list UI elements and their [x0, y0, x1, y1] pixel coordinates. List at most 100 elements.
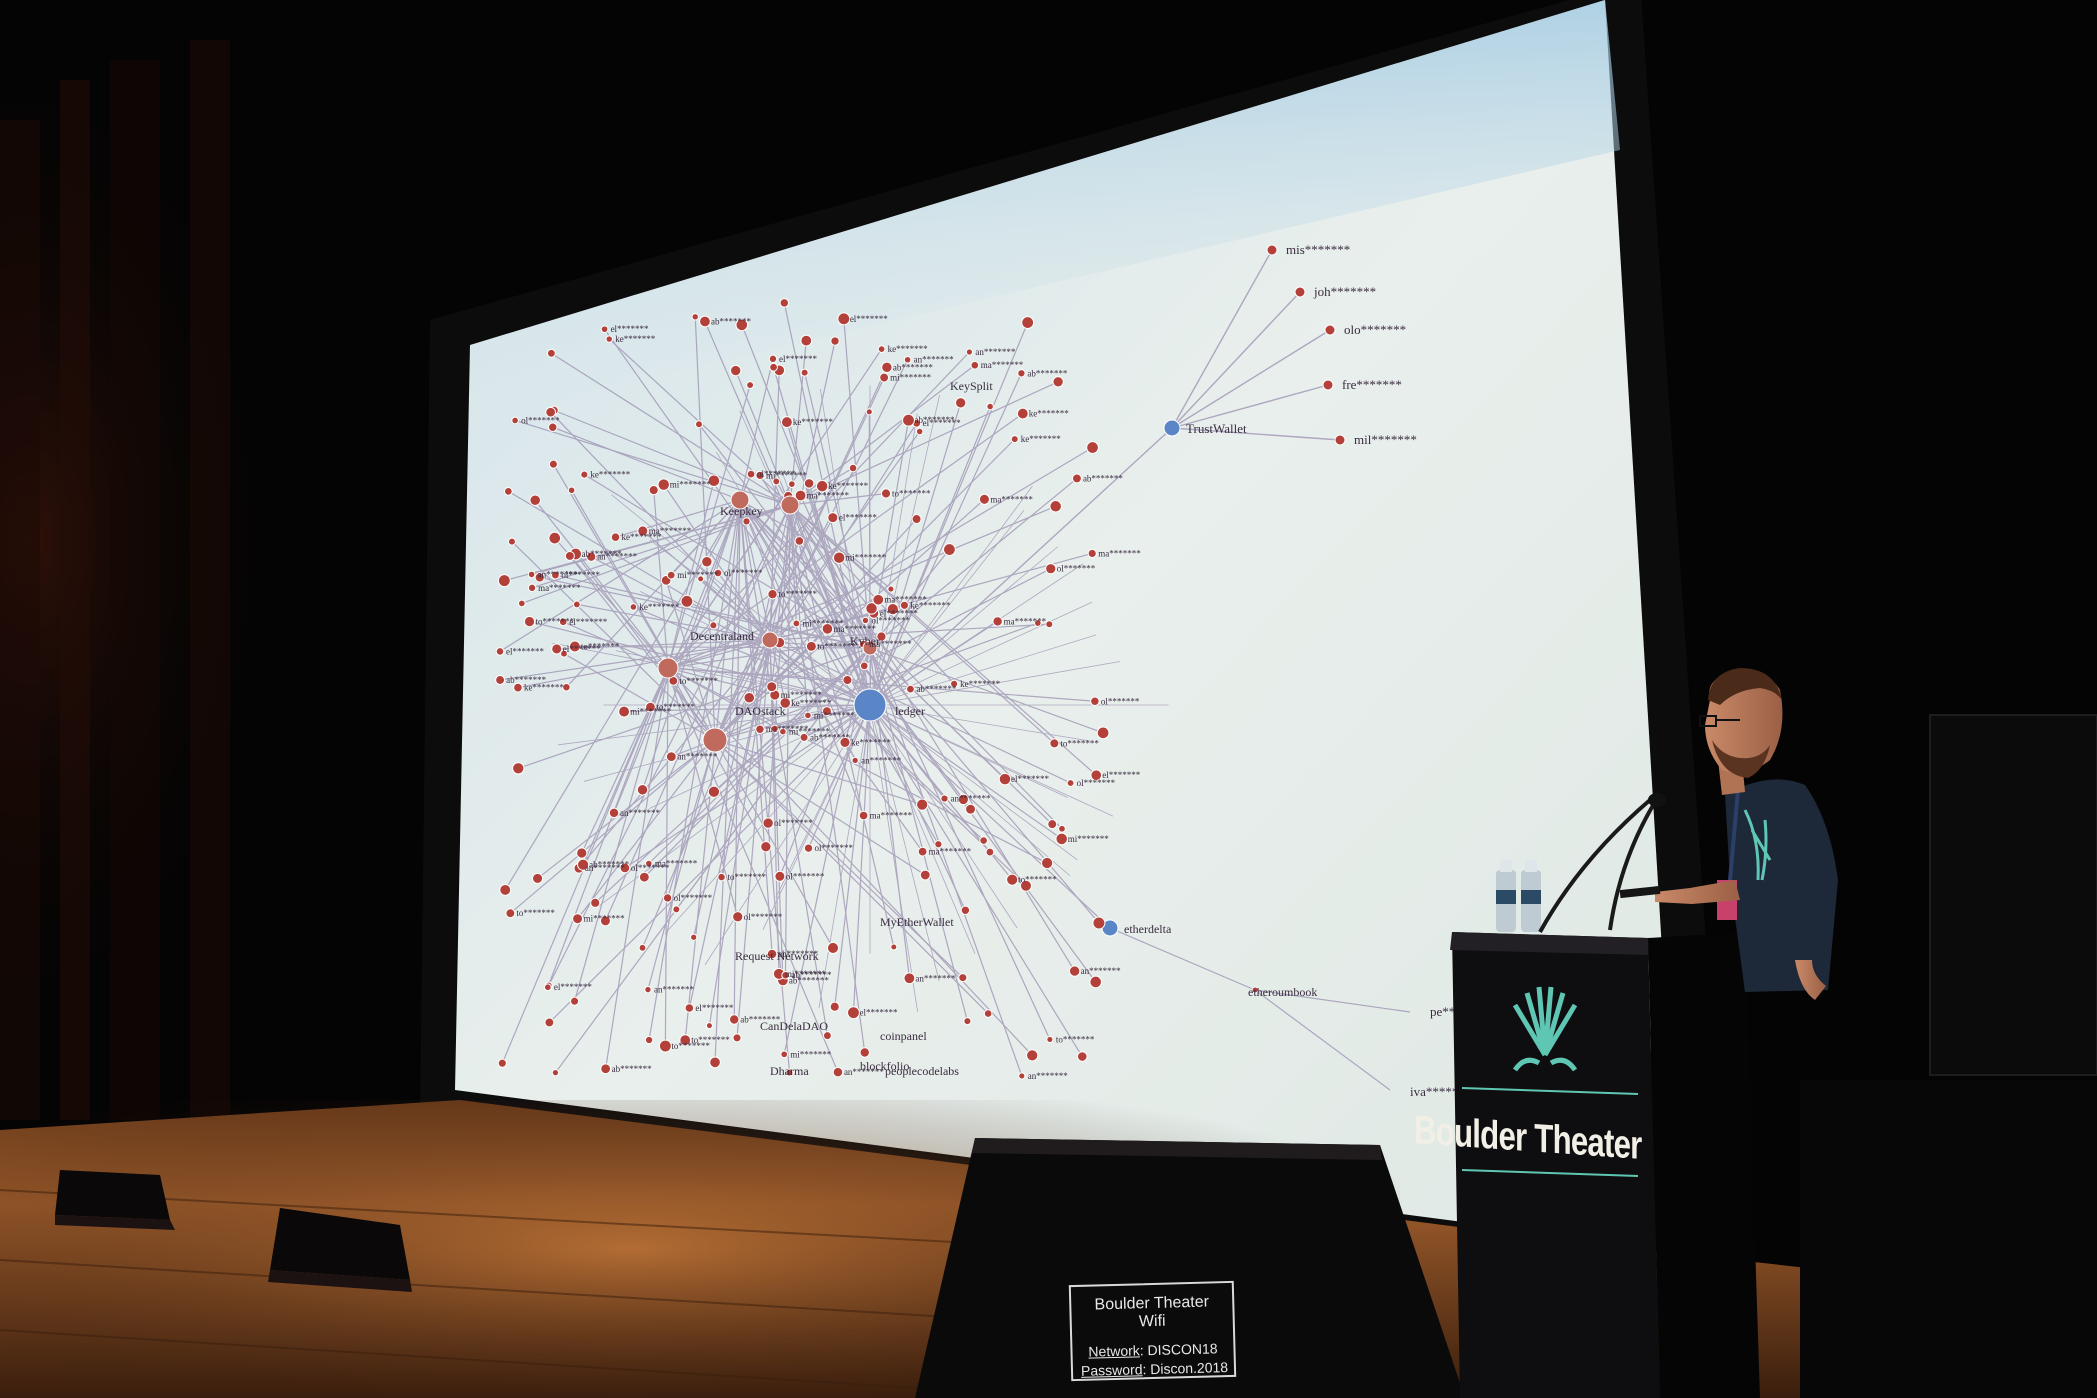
graph-node: [618, 705, 631, 718]
graph-node: [879, 372, 890, 383]
graph-node: [827, 512, 839, 524]
graph-edge: [590, 556, 871, 706]
graph-node: [1294, 286, 1306, 298]
graph-edge: [789, 504, 809, 716]
graph-edge: [739, 358, 774, 501]
hub-label: ledger: [895, 704, 925, 718]
hub-label: KeySplit: [950, 379, 993, 393]
graph-node: [523, 615, 536, 628]
graph-edge: [869, 485, 1033, 706]
graph-nodes: [495, 244, 1346, 1080]
graph-edge: [563, 653, 716, 741]
graph-node: [558, 617, 568, 627]
graph-node-label: el*******: [554, 982, 592, 992]
graph-node: [1090, 696, 1100, 707]
graph-hub-labels: mis******* joh******* olo******* fre*******…: [506, 242, 1488, 1099]
graph-node: [567, 486, 576, 495]
graph-node: [1045, 620, 1054, 629]
graph-node-label: ke*******: [615, 334, 655, 344]
graph-node-label: ol*******: [1077, 778, 1116, 788]
graph-node: [548, 459, 558, 469]
graph-node: [662, 893, 673, 903]
graph-node: [1010, 435, 1019, 444]
graph-edge: [613, 499, 741, 814]
graph-node: [702, 727, 728, 753]
graph-node: [666, 570, 676, 580]
graph-edge: [611, 494, 871, 706]
graph-node: [572, 600, 581, 609]
graph-node: [690, 933, 698, 941]
graph-node-label: ke*******: [910, 600, 950, 610]
graph-node: [636, 784, 649, 796]
graph-edge: [604, 504, 791, 922]
graph-edge: [739, 410, 871, 706]
graph-node: [534, 572, 545, 583]
graph-edge: [783, 302, 871, 706]
graph-edge: [552, 463, 716, 741]
graph-edge: [615, 499, 741, 538]
graph-edge: [769, 431, 921, 641]
graph-node-label: ab*******: [916, 684, 956, 694]
graph-edge: [509, 739, 716, 914]
graph-node-label: to*******: [1018, 875, 1057, 885]
graph-node: [577, 858, 590, 871]
graph-node: [499, 883, 512, 896]
graph-node: [562, 682, 571, 692]
graph-edge: [869, 704, 940, 982]
graph-node-label: ab*******: [589, 860, 629, 870]
graph-node: [755, 470, 765, 481]
graph-edge: [504, 499, 741, 891]
graph-edge: [517, 639, 771, 689]
graph-node-label: to*******: [817, 641, 856, 651]
graph-edge: [800, 495, 871, 649]
graph-node-label: an*******: [677, 752, 717, 762]
graph-node: [505, 908, 516, 919]
graph-edge: [714, 739, 989, 1014]
graph-node-label: ab*******: [893, 362, 933, 372]
graph-node: [965, 348, 973, 356]
graph-node-label: to*******: [1056, 1034, 1095, 1044]
graph-node-label: ma*******: [981, 360, 1024, 370]
graph-edge: [714, 485, 823, 741]
graph-node-label: ke*******: [793, 417, 833, 427]
graph-edge: [1254, 989, 1391, 1091]
graph-node: [794, 489, 807, 502]
graph-node: [1016, 407, 1029, 420]
graph-node: [707, 474, 721, 488]
graph-node: [497, 1058, 507, 1068]
graph-node: [657, 657, 679, 679]
graph-node-label: ab*******: [1027, 368, 1067, 378]
graph-node: [880, 488, 892, 499]
graph-node-label: ab*******: [711, 316, 751, 326]
graph-edge: [769, 639, 1071, 784]
graph-node-label: mi*******: [790, 1049, 832, 1059]
graph-node: [511, 416, 519, 425]
graph-node: [547, 422, 558, 432]
graph-edge: [789, 504, 866, 1053]
graph-edge: [869, 704, 1068, 798]
graph-node-label: ol*******: [561, 570, 600, 580]
graph-node: [965, 803, 976, 815]
graph-node: [943, 543, 956, 556]
graph-edge: [807, 704, 871, 849]
graph-node: [551, 643, 563, 655]
graph-node-label: ab*******: [789, 975, 829, 985]
graph-edge: [667, 480, 715, 669]
graph-node: [963, 1017, 972, 1026]
graph-node-label: ol*******: [774, 818, 813, 828]
graph-node-label: mi*******: [584, 914, 626, 924]
graph-node: [691, 313, 699, 321]
graph-node-label: ol*******: [724, 568, 763, 578]
graph-node: [998, 772, 1012, 786]
graph-node-label: mi*******: [1068, 834, 1110, 844]
graph-node-label: an*******: [1028, 1071, 1068, 1081]
graph-node-label: mi*******: [890, 373, 932, 383]
graph-edge: [1171, 384, 1329, 429]
graph-node-label: ke*******: [888, 344, 928, 354]
graph-node-label: ab*******: [506, 675, 546, 685]
graph-node: [799, 732, 809, 742]
graph-node: [992, 616, 1003, 627]
graph-node: [512, 762, 525, 775]
graph-node: [780, 495, 800, 515]
graph-node-label: ma*******: [884, 595, 927, 605]
